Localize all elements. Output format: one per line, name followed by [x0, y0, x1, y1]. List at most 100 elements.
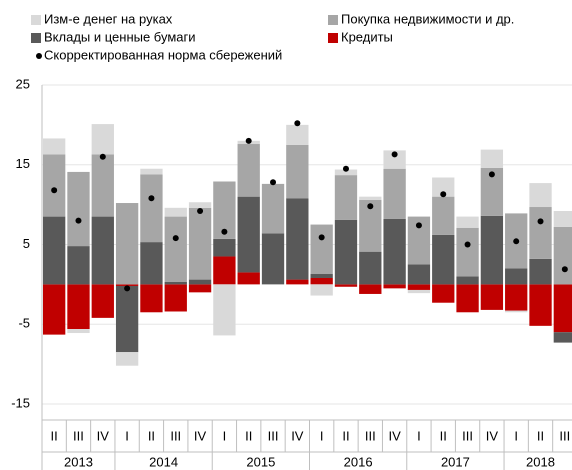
point — [197, 208, 204, 215]
legend-swatch — [31, 33, 41, 43]
bar-segment — [286, 279, 309, 285]
x-tick-label: II — [148, 428, 155, 443]
bar-segment — [432, 196, 455, 235]
point — [172, 235, 179, 242]
x-tick-label: I — [223, 428, 227, 443]
point — [294, 120, 301, 127]
bar-segment — [286, 144, 309, 199]
bar-segment — [480, 149, 504, 168]
bar-segment — [383, 284, 406, 289]
x-tick-label: II — [342, 428, 349, 443]
bar-segment — [213, 284, 236, 336]
bar-segment — [480, 215, 504, 285]
bar-segment — [505, 284, 528, 311]
bar-segment — [359, 284, 382, 294]
x-tick-label: III — [462, 428, 473, 443]
bar-segment — [334, 284, 358, 287]
x-tick-label: IV — [291, 428, 304, 443]
y-tick-label: 25 — [16, 76, 30, 91]
bar-segment — [188, 207, 212, 280]
x-tick-label: IV — [194, 428, 207, 443]
bar-segment — [456, 216, 479, 228]
x-tick-label: III — [365, 428, 376, 443]
x-tick-label: I — [514, 428, 518, 443]
bar-segment — [140, 284, 163, 313]
bar-segment — [237, 272, 260, 285]
point — [51, 187, 58, 194]
bar-segment — [43, 284, 66, 335]
point — [561, 266, 568, 273]
bar-segment — [432, 234, 455, 285]
bar-segment — [407, 216, 431, 265]
bar-segment — [359, 199, 382, 252]
legend-label: Изм-е денег на руках — [44, 11, 173, 26]
bar-segment — [407, 289, 431, 294]
bar-segment — [237, 144, 260, 197]
x-tick-label: III — [559, 428, 570, 443]
bar-segment — [115, 284, 139, 286]
bar-segment — [43, 216, 66, 285]
bar-segment — [91, 216, 114, 285]
bar-segment — [91, 284, 114, 318]
bar-segment — [529, 284, 552, 326]
point — [99, 153, 106, 160]
bar-segment — [480, 284, 504, 310]
bar-segment — [115, 285, 139, 353]
bar-segment — [383, 168, 406, 219]
bar-segment — [140, 174, 163, 243]
bar-segment — [432, 177, 455, 197]
bar-segment — [456, 227, 479, 277]
x-tick-label: I — [417, 428, 421, 443]
x-tick-label: I — [125, 428, 129, 443]
point — [342, 165, 349, 172]
bar-segment — [456, 284, 479, 313]
bar-segment — [383, 218, 406, 285]
bar-segment — [553, 284, 572, 333]
bar-segment — [237, 196, 260, 273]
legend-swatch — [328, 15, 338, 25]
x-tick-label: IV — [97, 428, 110, 443]
bar-segment — [67, 246, 90, 285]
bar-segment — [286, 124, 309, 145]
x-tick-label: II — [245, 428, 252, 443]
bar-segment — [334, 219, 358, 285]
legend-marker — [36, 53, 42, 59]
bar-segment — [91, 154, 114, 217]
bar-segment — [505, 268, 528, 285]
y-tick-label: -5 — [18, 316, 30, 331]
bar-segment — [261, 183, 285, 234]
x-tick-label: II — [440, 428, 447, 443]
point — [75, 217, 82, 224]
bar-segment — [505, 310, 528, 313]
point — [488, 171, 495, 178]
bar-segment — [213, 256, 236, 285]
bar-segment — [115, 203, 139, 285]
point — [318, 234, 325, 241]
x-tick-label: IV — [486, 428, 499, 443]
point — [221, 228, 228, 235]
bar-segment — [286, 198, 309, 280]
legend-label: Вклады и ценные бумаги — [44, 29, 196, 44]
y-tick-label: 15 — [16, 156, 30, 171]
bar-segment — [383, 150, 406, 169]
point — [148, 195, 155, 202]
year-label: 2014 — [149, 454, 178, 469]
bar-segment — [43, 154, 66, 217]
year-label: 2018 — [526, 454, 555, 469]
bar-segment — [91, 124, 114, 155]
bar-segment — [164, 284, 187, 312]
bar-segment — [432, 284, 455, 303]
year-label: 2016 — [344, 454, 373, 469]
bar-segment — [213, 181, 236, 239]
x-tick-label: II — [51, 428, 58, 443]
point — [415, 222, 422, 229]
bar-segment — [334, 169, 358, 176]
x-tick-label: III — [268, 428, 279, 443]
point — [124, 285, 131, 292]
x-tick-label: III — [170, 428, 181, 443]
x-tick-label: IV — [388, 428, 401, 443]
point — [537, 218, 544, 225]
bar-segment — [115, 352, 139, 366]
year-label: 2017 — [441, 454, 470, 469]
bar-segment — [529, 207, 552, 259]
